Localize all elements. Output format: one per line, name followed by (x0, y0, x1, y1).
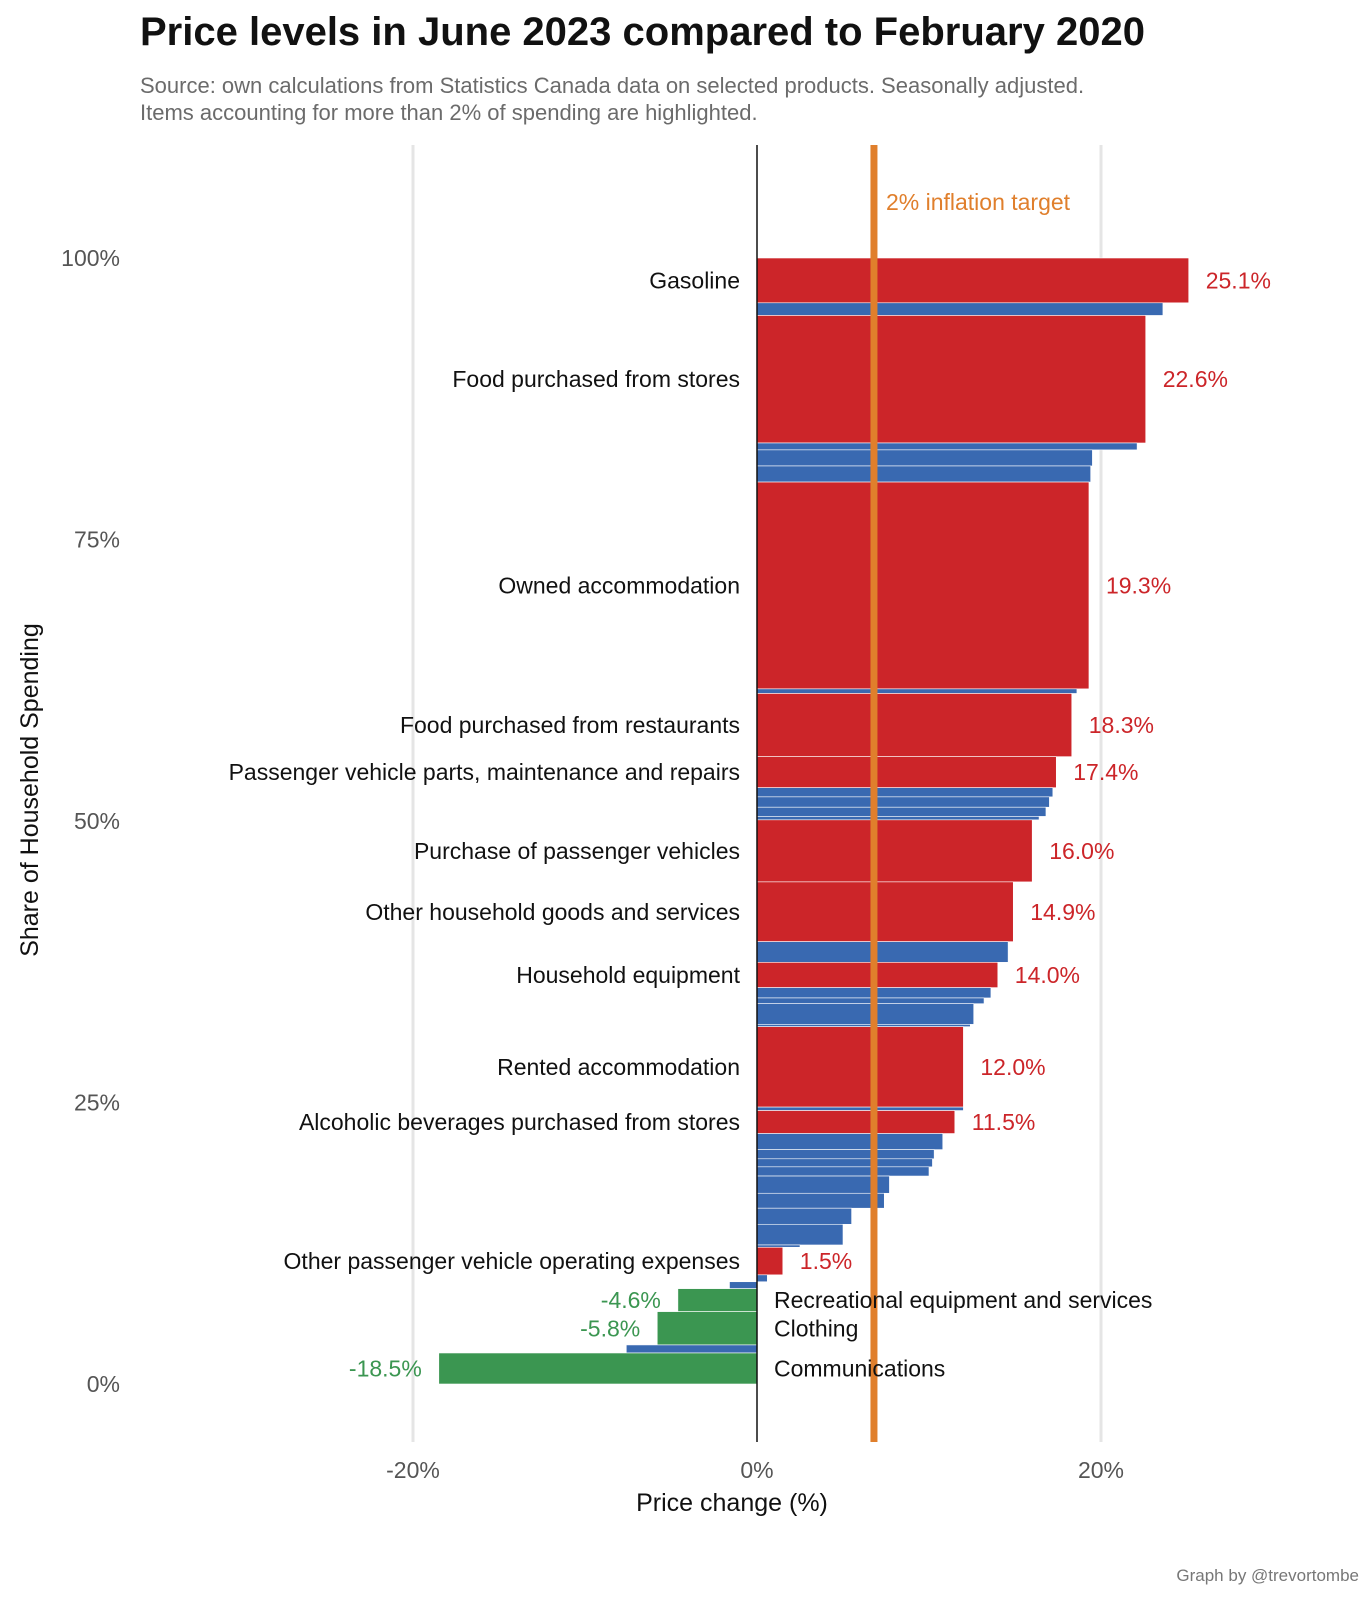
bar (756, 1207, 852, 1225)
bar (756, 688, 1078, 694)
bar (756, 1149, 935, 1160)
bar (756, 787, 1054, 798)
bar (729, 1281, 758, 1289)
bar-communications (438, 1352, 758, 1385)
chart-subtitle-line-2: Items accounting for more than 2% of spe… (140, 100, 758, 125)
value-label: -4.6% (601, 1287, 661, 1313)
bar (756, 806, 1047, 817)
y-axis-title: Share of Household Spending (16, 623, 44, 957)
y-tick-label: 0% (87, 1371, 120, 1397)
bar-owned-accommodation (756, 481, 1090, 690)
bar (756, 442, 1138, 451)
bar (756, 1166, 930, 1177)
bar-passenger-vehicle-parts-maintenance-and-repairs (756, 756, 1057, 788)
category-label: Other passenger vehicle operating expens… (284, 1248, 740, 1274)
category-label: Owned accommodation (498, 572, 740, 598)
bar-clothing (656, 1311, 758, 1346)
bar (756, 1192, 885, 1209)
value-label: -18.5% (349, 1355, 422, 1381)
value-label: 16.0% (1049, 838, 1114, 864)
bar (756, 796, 1050, 808)
bar (756, 449, 1093, 467)
bar-other-passenger-vehicle-operating-expenses (756, 1246, 784, 1276)
value-label: -5.8% (580, 1315, 640, 1341)
bar-food-purchased-from-stores (756, 315, 1147, 444)
y-tick-label: 100% (61, 245, 120, 271)
y-tick-label: 50% (74, 808, 120, 834)
axes: 2% inflation target 0% 25% 50% 75% 100% -20% 0%… (16, 145, 1124, 1517)
category-label: Gasoline (649, 267, 740, 293)
bar-other-household-goods-and-services (756, 881, 1014, 942)
chart-credit: Graph by @trevortombe (1176, 1566, 1359, 1585)
value-label: 12.0% (980, 1054, 1045, 1080)
bar (756, 1223, 844, 1246)
bar (756, 816, 1040, 821)
bar-rented-accommodation (756, 1026, 964, 1108)
value-label: 14.9% (1030, 899, 1095, 925)
category-label: Passenger vehicle parts, maintenance and… (229, 759, 740, 785)
bar (756, 1244, 801, 1248)
x-axis-title: Price change (%) (636, 1489, 828, 1517)
value-label: 1.5% (800, 1248, 852, 1274)
x-tick-label: 20% (1078, 1457, 1124, 1483)
bar (756, 465, 1091, 483)
chart-subtitle-line-1: Source: own calculations from Statistics… (140, 73, 1085, 98)
value-label: 22.6% (1163, 366, 1228, 392)
bar (756, 1274, 768, 1283)
category-label: Household equipment (516, 962, 740, 988)
bar-group (438, 257, 1190, 1385)
category-label: Food purchased from stores (452, 366, 740, 392)
value-label: 18.3% (1089, 712, 1154, 738)
value-label: 25.1% (1206, 267, 1271, 293)
bar-recreational-equipment-and-services (677, 1288, 758, 1312)
category-label: Recreational equipment and services (774, 1287, 1152, 1313)
y-tick-label: 25% (74, 1090, 120, 1116)
bar (756, 1003, 975, 1025)
bar (756, 1106, 964, 1111)
bar (756, 1158, 933, 1168)
bar (756, 1175, 890, 1194)
value-label: 19.3% (1106, 572, 1171, 598)
category-label: Clothing (774, 1315, 858, 1341)
bar (625, 1344, 758, 1354)
y-tick-label: 75% (74, 527, 120, 553)
bar (756, 941, 1009, 963)
category-label: Alcoholic beverages purchased from store… (299, 1109, 740, 1135)
value-label: 17.4% (1073, 759, 1138, 785)
bar-alcoholic-beverages-purchased-from-stores (756, 1110, 956, 1134)
value-label: 14.0% (1015, 962, 1080, 988)
value-label: 11.5% (972, 1109, 1036, 1135)
bar (756, 1024, 971, 1027)
x-tick-label: 0% (740, 1457, 773, 1483)
bar (756, 1133, 944, 1150)
x-tick-label: -20% (386, 1457, 440, 1483)
category-label: Purchase of passenger vehicles (414, 838, 740, 864)
category-label: Rented accommodation (497, 1054, 740, 1080)
category-label: Food purchased from restaurants (400, 712, 740, 738)
category-label: Communications (774, 1355, 945, 1381)
inflation-target-label: 2% inflation target (886, 189, 1071, 215)
bar-labels: Gasoline 25.1% Food purchased from stores 2… (229, 267, 1271, 1381)
bar-food-purchased-from-restaurants (756, 693, 1073, 757)
bar-gasoline (756, 257, 1190, 304)
bar-purchase-of-passenger-vehicles (756, 819, 1033, 883)
bar (756, 302, 1164, 316)
chart-title: Price levels in June 2023 compared to Fe… (140, 10, 1145, 54)
category-label: Other household goods and services (365, 899, 740, 925)
